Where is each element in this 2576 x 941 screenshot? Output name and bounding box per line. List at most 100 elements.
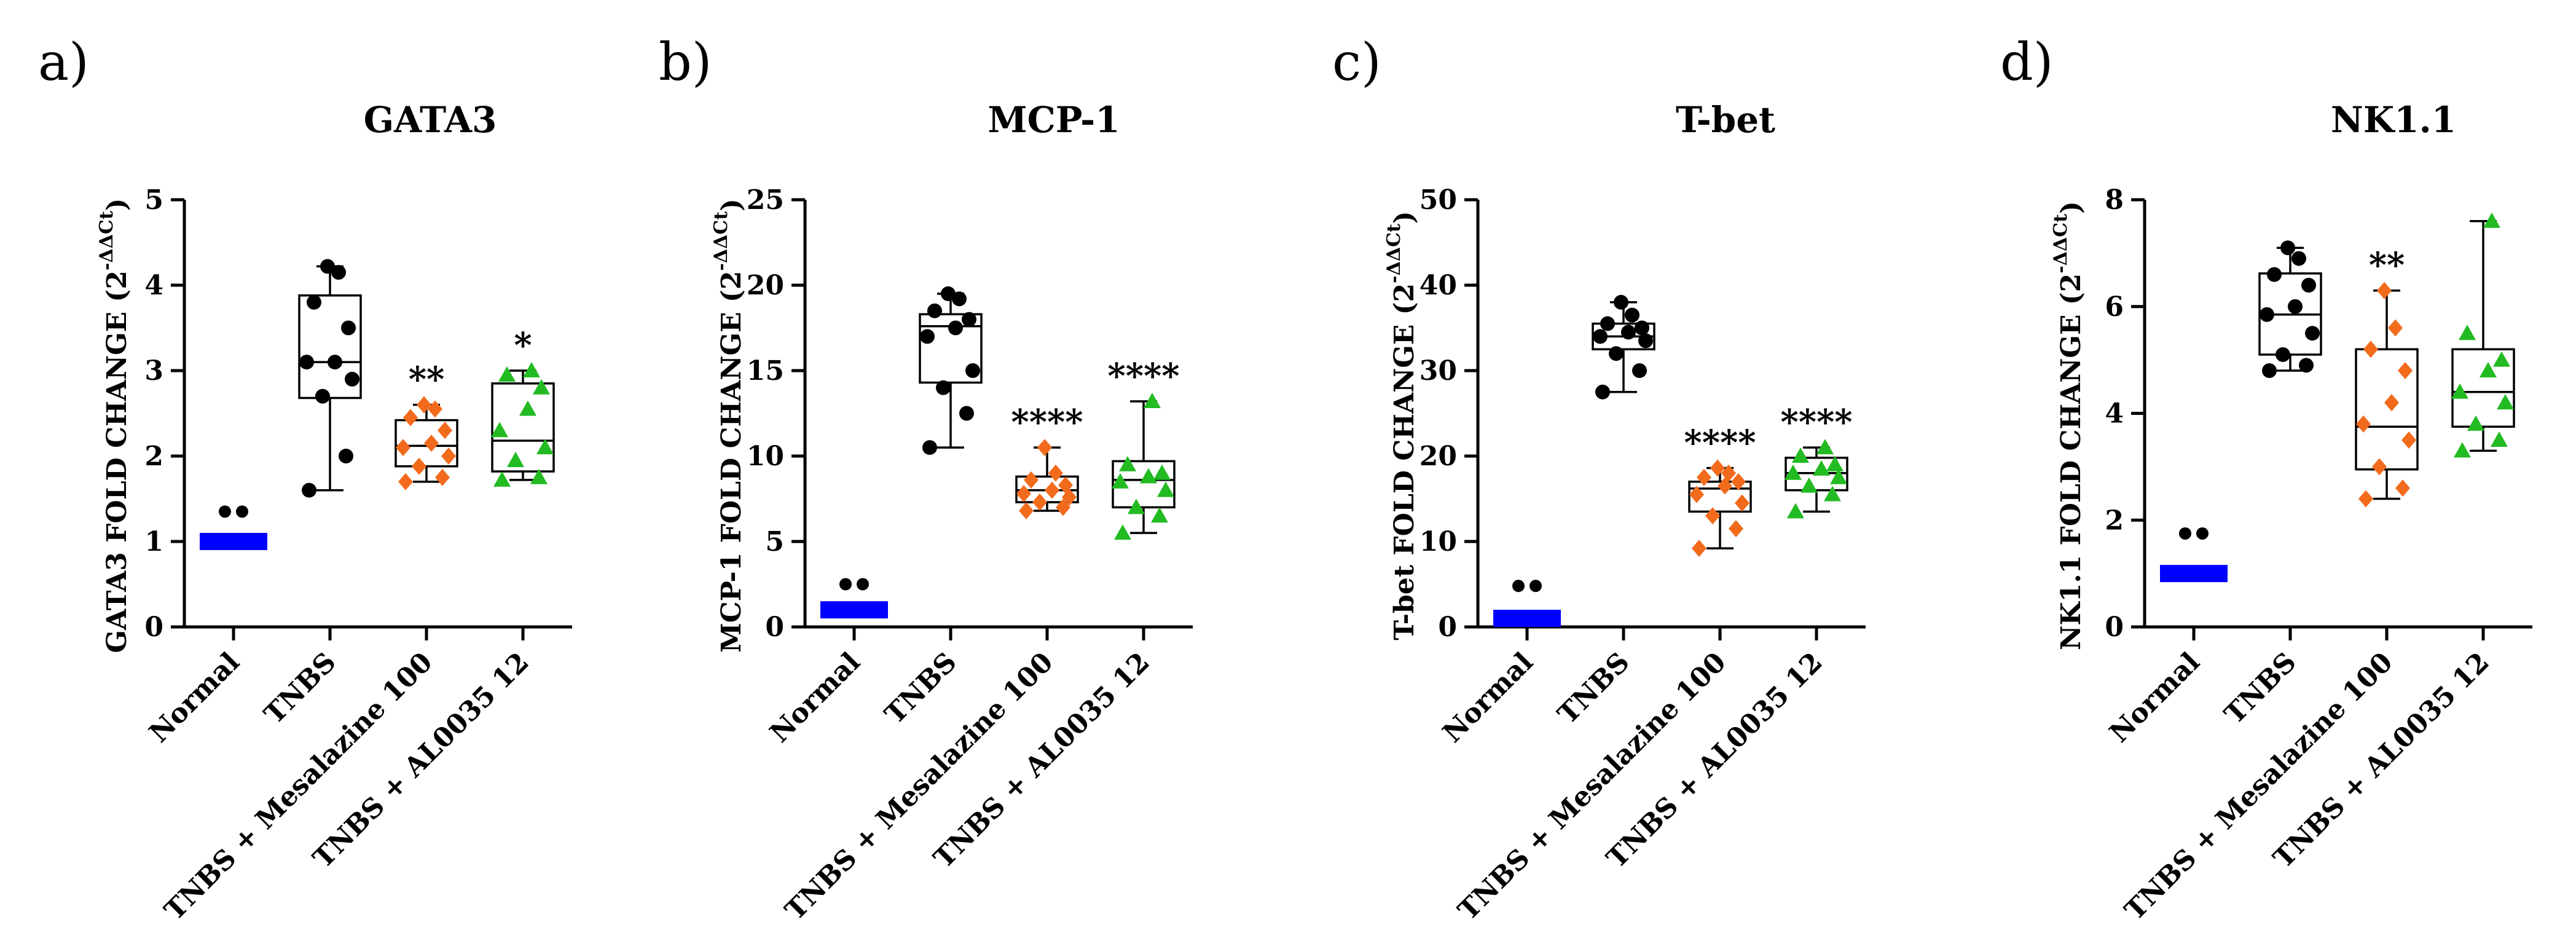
data-point xyxy=(2260,307,2274,322)
data-point xyxy=(1024,471,1039,489)
y-tick-label: 30 xyxy=(1420,355,1457,387)
panel-letter: a) xyxy=(38,32,89,92)
data-point xyxy=(2454,442,2471,458)
data-point xyxy=(1731,473,1746,490)
chart-title: T-bet xyxy=(1676,99,1775,141)
x-tick-label: Normal xyxy=(143,647,246,749)
data-point xyxy=(1800,477,1818,493)
panel-gata3: a) GATA3 0 1 2 3 4 5 GATA3 FOLD CHANGE (2-ΔΔCt) N… xyxy=(38,32,572,926)
data-point xyxy=(519,400,536,416)
iqr-box xyxy=(298,294,362,400)
data-point xyxy=(1785,464,1802,480)
x-tick-label: TNBS xyxy=(258,647,342,730)
group-normal xyxy=(1493,580,1561,628)
y-tick-label: 40 xyxy=(1420,270,1457,301)
data-point xyxy=(1153,464,1171,480)
data-point xyxy=(424,435,439,452)
data-point xyxy=(2493,351,2510,367)
data-point xyxy=(1813,460,1830,476)
y-axis-label: T-bet FOLD CHANGE (2-ΔΔCt) xyxy=(1383,211,1420,640)
data-point xyxy=(1705,507,1720,525)
data-point xyxy=(339,449,353,463)
data-point xyxy=(1112,473,1129,489)
significance-label: **** xyxy=(1107,356,1179,396)
panel-nk1-1: d) NK1.1 0 2 4 6 8 NK1.1 FOLD CHANGE (2-ΔΔCt) No… xyxy=(2000,32,2532,926)
y-tick-label: 4 xyxy=(2105,398,2124,430)
data-point xyxy=(493,471,511,487)
data-point xyxy=(1824,486,1841,502)
data-point xyxy=(920,329,935,344)
data-point xyxy=(2356,415,2371,433)
y-tick-label: 5 xyxy=(765,526,784,557)
data-point xyxy=(1058,476,1073,494)
y-tick-label: 5 xyxy=(144,184,163,216)
group-tnbs-al0035-12 xyxy=(2451,212,2515,458)
data-point xyxy=(1119,455,1136,471)
data-point xyxy=(1729,520,1743,538)
data-point xyxy=(922,440,937,455)
significance-label: ** xyxy=(409,360,445,400)
data-point xyxy=(398,473,413,490)
y-tick-label: 2 xyxy=(144,441,163,472)
chart-title: GATA3 xyxy=(364,99,497,141)
group-tnbs-al0035-12: * xyxy=(491,325,555,487)
x-tick-label: Normal xyxy=(764,647,866,749)
data-point xyxy=(1625,307,1639,323)
data-point xyxy=(2459,325,2476,341)
y-tick-label: 2 xyxy=(2105,505,2124,536)
data-point xyxy=(1600,316,1615,331)
data-point xyxy=(2401,431,2416,449)
data-point xyxy=(302,482,316,498)
group-tnbs-mesalazine-100: ** xyxy=(395,360,458,490)
median-bar xyxy=(1493,610,1561,628)
median-bar xyxy=(2160,565,2228,583)
outlier-point xyxy=(219,505,231,518)
data-point xyxy=(2491,431,2508,447)
y-tick-label: 0 xyxy=(144,612,163,643)
data-point xyxy=(1114,524,1131,540)
iqr-box xyxy=(2355,348,2419,471)
data-point xyxy=(1032,494,1047,511)
group-tnbs xyxy=(919,286,983,455)
outlier-point xyxy=(857,578,869,591)
data-point xyxy=(533,379,550,395)
iqr-box xyxy=(1688,480,1752,513)
data-point xyxy=(1045,481,1059,499)
iqr-box xyxy=(919,313,983,384)
data-point xyxy=(1638,333,1653,348)
data-point xyxy=(2372,458,2387,476)
y-axis-label-exponent: -ΔΔCt xyxy=(1383,224,1405,283)
data-point xyxy=(2467,415,2484,431)
x-tick-label: TNBS xyxy=(2218,647,2302,730)
data-point xyxy=(1144,393,1161,409)
data-point xyxy=(345,371,359,387)
data-point xyxy=(2451,383,2468,399)
y-axis-label-close: ) xyxy=(101,198,133,211)
outlier-point xyxy=(839,578,852,591)
data-point xyxy=(1830,468,1847,484)
iqr-box xyxy=(1112,460,1176,509)
outlier-point xyxy=(236,505,248,518)
data-point xyxy=(1140,468,1157,484)
data-point xyxy=(438,422,452,439)
data-point xyxy=(2483,212,2500,228)
y-axis-label-main: MCP-1 FOLD CHANGE (2 xyxy=(716,271,747,653)
y-axis-label-close: ) xyxy=(1389,211,1420,224)
data-point xyxy=(1735,494,1749,512)
significance-label: **** xyxy=(1780,402,1852,443)
data-point xyxy=(331,265,346,280)
y-axis-label-close: ) xyxy=(716,199,747,211)
data-point xyxy=(2398,362,2413,379)
data-point xyxy=(1056,498,1070,516)
iqr-box xyxy=(2451,348,2515,428)
data-point xyxy=(435,468,450,486)
y-axis-label-exponent: -ΔΔCt xyxy=(96,211,117,270)
data-point xyxy=(523,362,540,377)
data-point xyxy=(962,312,976,327)
data-point xyxy=(1787,503,1804,519)
y-axis-label: NK1.1 FOLD CHANGE (2-ΔΔCt) xyxy=(2050,201,2087,650)
data-point xyxy=(1632,363,1647,378)
